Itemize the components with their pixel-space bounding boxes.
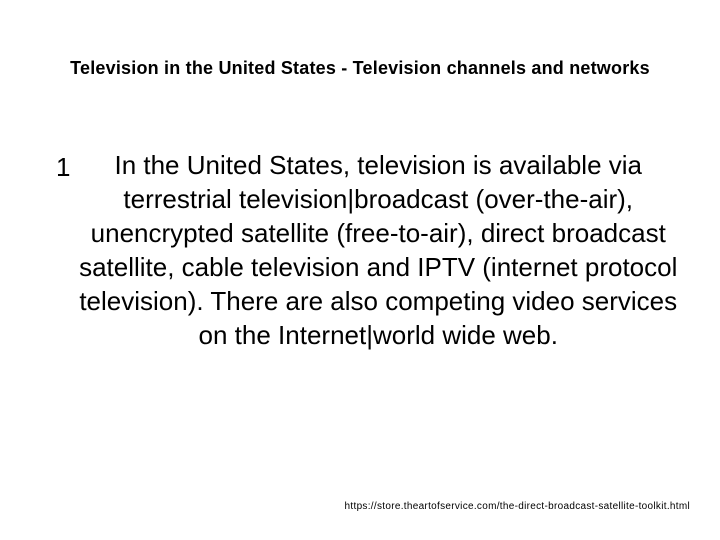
body-row: 1 In the United States, television is av… (56, 148, 680, 352)
footer-url: https://store.theartofservice.com/the-di… (345, 501, 690, 512)
bullet-marker: 1 (56, 150, 70, 184)
slide-body-text: In the United States, television is avai… (76, 148, 680, 352)
slide: Television in the United States - Televi… (0, 0, 720, 540)
slide-title: Television in the United States - Televi… (0, 58, 720, 79)
